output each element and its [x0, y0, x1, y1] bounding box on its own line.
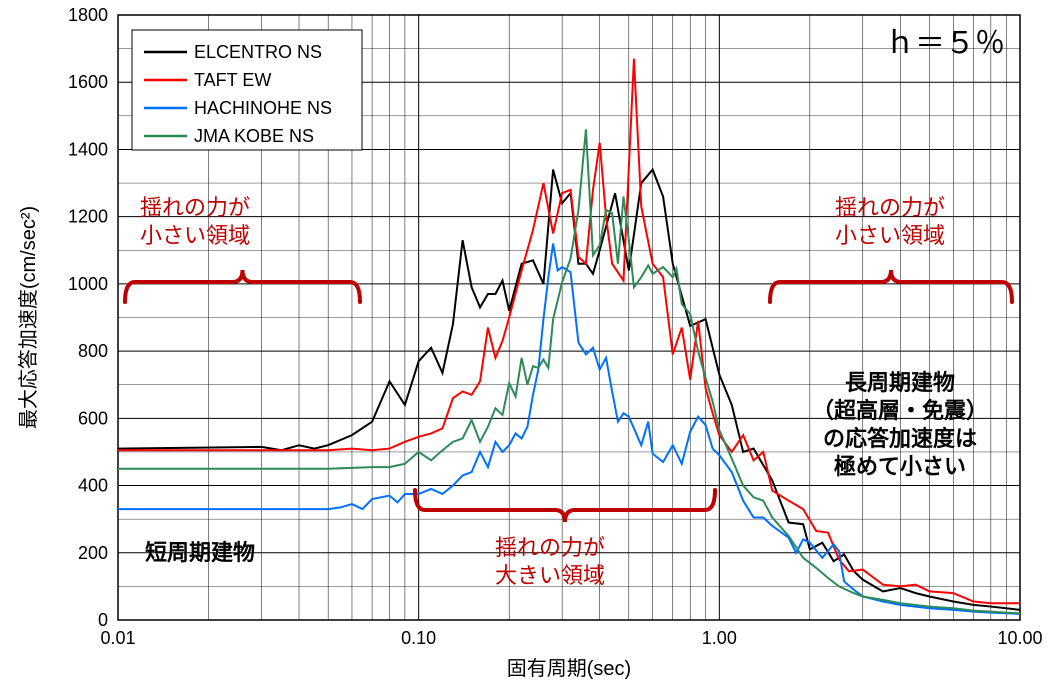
- x-tick-label: 1.00: [702, 628, 737, 648]
- annotation-text: 小さい領域: [835, 223, 945, 248]
- legend-label: HACHINOHE NS: [194, 98, 332, 118]
- y-tick-label: 800: [78, 341, 108, 361]
- legend-label: TAFT EW: [194, 70, 271, 90]
- annotation-text: の応答加速度は: [823, 426, 977, 451]
- y-tick-label: 1800: [68, 5, 108, 25]
- y-tick-label: 0: [98, 610, 108, 630]
- x-tick-label: 0.10: [401, 628, 436, 648]
- y-tick-label: 1400: [68, 139, 108, 159]
- y-tick-label: 1600: [68, 72, 108, 92]
- x-axis-label: 固有周期(sec): [507, 657, 631, 680]
- annotation-text: 揺れの力が: [835, 195, 945, 220]
- annotation-text: 揺れの力が: [140, 195, 250, 220]
- chart-svg: 0.01 0.10 1.00 10.00 0 200 400 600 800 1000 1200 14…: [0, 0, 1054, 695]
- annotation-text: （超高層・免震）: [812, 398, 988, 423]
- damping-label: ｈ＝５％: [885, 27, 1005, 60]
- y-tick-label: 1000: [68, 274, 108, 294]
- y-axis-label: 最大応答加速度(cm/sec²): [17, 206, 40, 429]
- y-tick-label: 1200: [68, 207, 108, 227]
- x-tick-label: 0.01: [100, 628, 135, 648]
- y-tick-label: 400: [78, 476, 108, 496]
- annotation-text: 大きい領域: [495, 563, 605, 588]
- legend-label: ELCENTRO NS: [194, 42, 322, 62]
- annotation-text: 短周期建物: [145, 540, 255, 565]
- response-spectrum-chart: 0.01 0.10 1.00 10.00 0 200 400 600 800 1000 1200 14…: [0, 0, 1054, 695]
- y-tick-label: 200: [78, 543, 108, 563]
- annotation-text: 揺れの力が: [495, 535, 605, 560]
- legend-label: JMA KOBE NS: [194, 126, 314, 146]
- annotation-text: 長周期建物: [845, 370, 955, 395]
- y-tick-label: 600: [78, 408, 108, 428]
- annotation-text: 極めて小さい: [834, 454, 966, 479]
- x-tick-label: 10.00: [997, 628, 1042, 648]
- annotation-text: 小さい領域: [140, 223, 250, 248]
